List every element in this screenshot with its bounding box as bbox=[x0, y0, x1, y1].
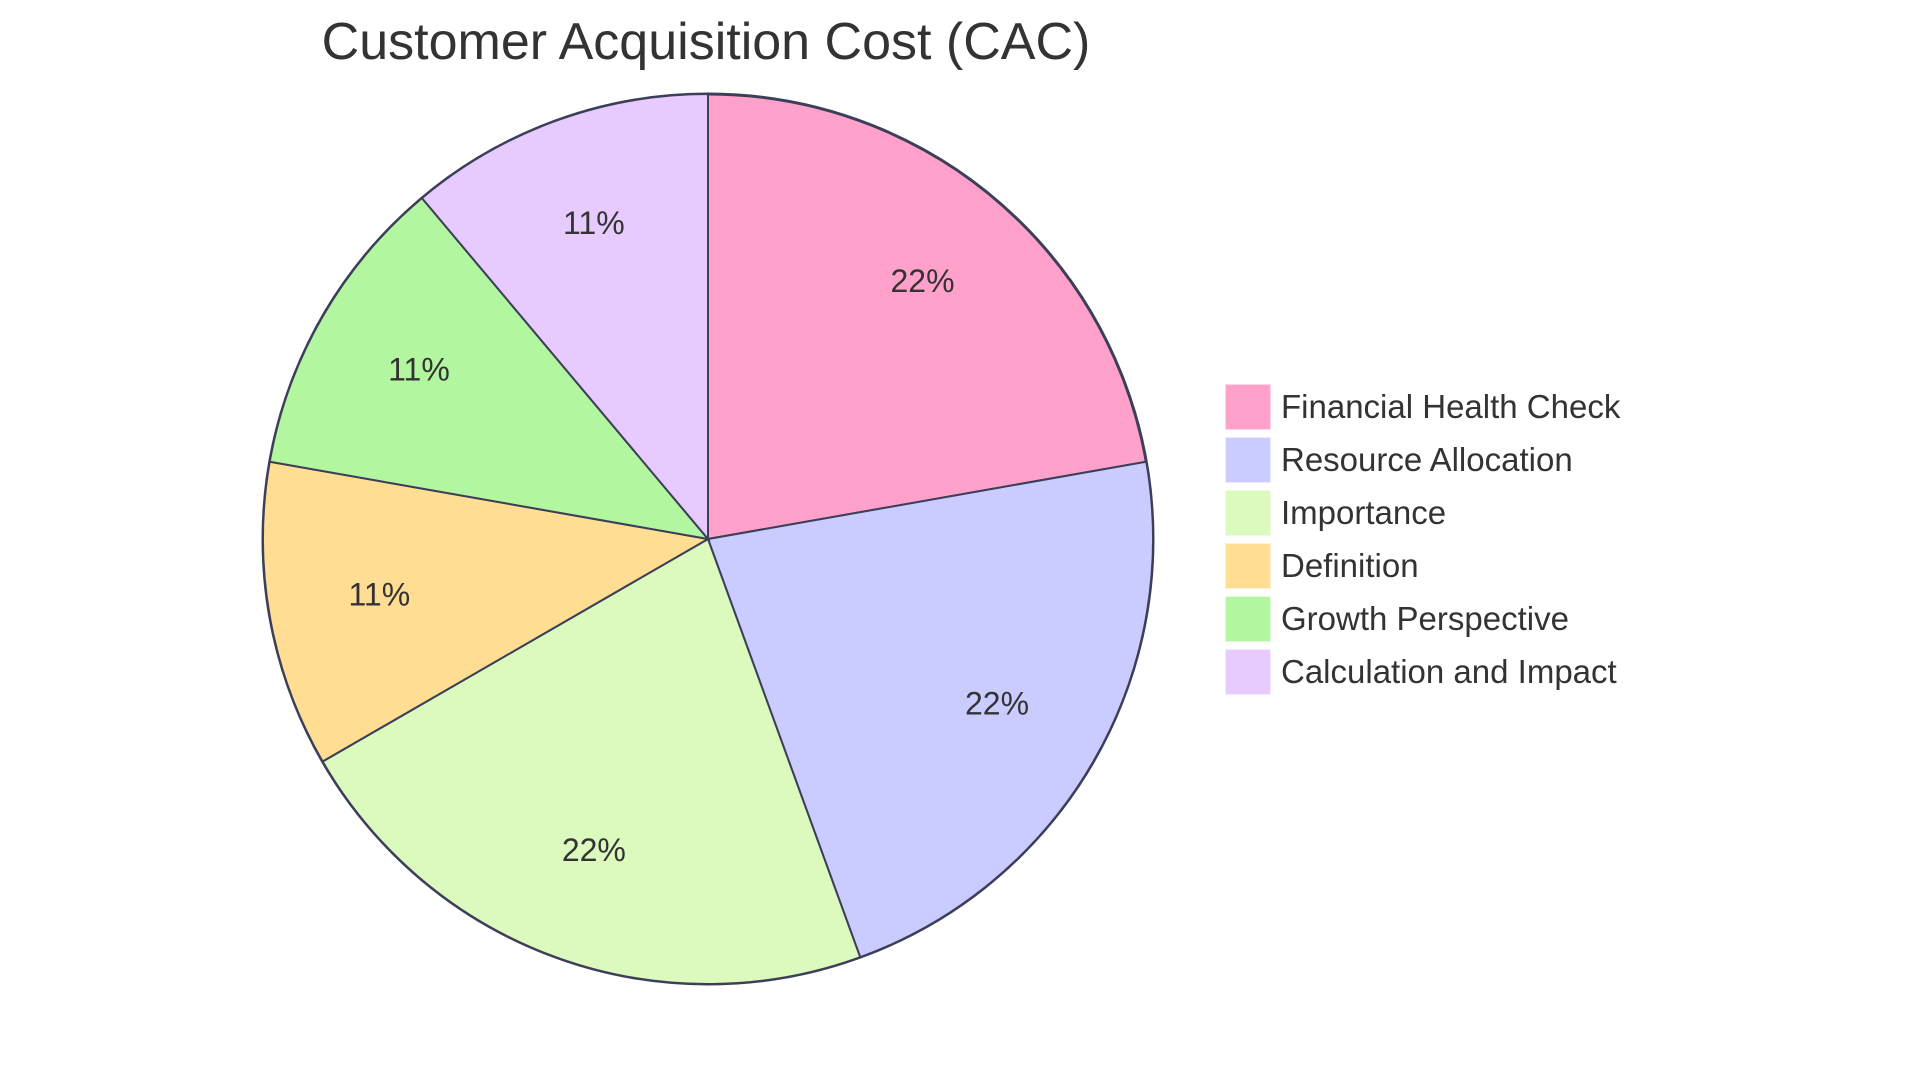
chart-title: Customer Acquisition Cost (CAC) bbox=[321, 13, 1091, 71]
legend-swatch bbox=[1225, 383, 1271, 430]
legend-swatch bbox=[1225, 542, 1271, 589]
legend-item: Calculation and Impact bbox=[1225, 645, 1620, 698]
legend-swatch bbox=[1225, 489, 1271, 536]
slice-percentage-label: 22% bbox=[891, 263, 955, 299]
slice-percentage-label: 11% bbox=[348, 576, 410, 612]
pie-slice bbox=[707, 92, 1148, 541]
legend-label: Importance bbox=[1281, 493, 1447, 531]
slice-percentage-label: 11% bbox=[563, 205, 625, 241]
pie-slice bbox=[321, 537, 862, 985]
legend-item: Growth Perspective bbox=[1225, 592, 1620, 645]
legend-label: Definition bbox=[1281, 546, 1419, 584]
pie-slice bbox=[420, 92, 709, 542]
pie-slice bbox=[262, 460, 711, 763]
slice-percentage-label: 22% bbox=[562, 832, 626, 868]
legend-swatch bbox=[1225, 595, 1271, 642]
legend-label: Calculation and Impact bbox=[1281, 652, 1617, 690]
pie-slice bbox=[706, 460, 1154, 959]
slice-percentage-label: 11% bbox=[388, 352, 450, 388]
legend-label: Financial Health Check bbox=[1281, 387, 1621, 425]
legend-swatch bbox=[1225, 648, 1271, 695]
legend-swatch bbox=[1225, 436, 1271, 483]
legend-label: Growth Perspective bbox=[1281, 599, 1569, 637]
slice-percentage-label: 22% bbox=[965, 685, 1029, 721]
legend-item: Resource Allocation bbox=[1225, 433, 1620, 486]
legend: Financial Health Check Resource Allocati… bbox=[1225, 380, 1620, 698]
legend-item: Financial Health Check bbox=[1225, 380, 1620, 433]
legend-label: Resource Allocation bbox=[1281, 440, 1573, 478]
legend-item: Importance bbox=[1225, 486, 1620, 539]
pie-slice bbox=[268, 196, 711, 541]
legend-item: Definition bbox=[1225, 539, 1620, 592]
